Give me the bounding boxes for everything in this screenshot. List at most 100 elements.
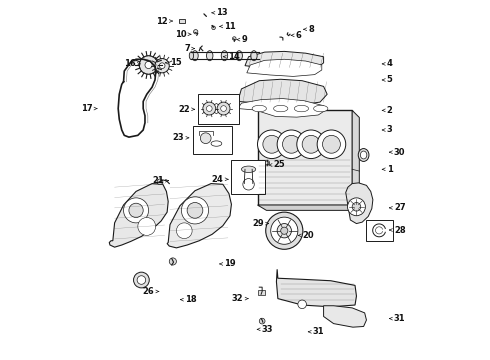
Polygon shape: [238, 99, 325, 117]
Text: 17: 17: [81, 104, 93, 113]
Polygon shape: [109, 184, 168, 247]
Text: 18: 18: [185, 295, 196, 304]
Circle shape: [194, 30, 198, 34]
Circle shape: [347, 198, 366, 216]
Bar: [193, 126, 232, 154]
Circle shape: [139, 56, 158, 74]
Text: 14: 14: [228, 52, 240, 61]
Circle shape: [266, 161, 270, 165]
Text: 33: 33: [262, 325, 273, 334]
Ellipse shape: [189, 52, 194, 60]
Text: 23: 23: [172, 133, 184, 142]
Text: 29: 29: [252, 219, 264, 228]
Text: 2: 2: [387, 106, 392, 115]
Text: 11: 11: [224, 22, 236, 31]
Circle shape: [281, 227, 288, 234]
Text: 26: 26: [143, 287, 154, 296]
Ellipse shape: [242, 166, 256, 172]
Circle shape: [220, 106, 226, 111]
Circle shape: [243, 179, 254, 190]
Text: 4: 4: [387, 59, 392, 68]
Text: 7: 7: [184, 44, 190, 53]
Circle shape: [277, 224, 292, 238]
Text: 25: 25: [273, 161, 285, 170]
Polygon shape: [346, 183, 373, 224]
Text: 9: 9: [242, 35, 247, 44]
Circle shape: [297, 130, 325, 158]
Circle shape: [187, 203, 203, 218]
Text: 28: 28: [394, 225, 406, 234]
Circle shape: [266, 212, 303, 249]
Ellipse shape: [192, 51, 198, 61]
Ellipse shape: [294, 105, 309, 112]
Text: 8: 8: [308, 25, 314, 34]
Text: 31: 31: [313, 327, 324, 336]
Ellipse shape: [221, 51, 228, 61]
Text: 6: 6: [296, 31, 302, 40]
Polygon shape: [247, 59, 322, 76]
Circle shape: [129, 203, 143, 217]
Text: 12: 12: [156, 17, 168, 26]
Text: 27: 27: [394, 203, 406, 212]
Circle shape: [157, 179, 163, 185]
Text: 13: 13: [217, 8, 228, 17]
Circle shape: [217, 102, 230, 115]
Ellipse shape: [360, 151, 367, 159]
Polygon shape: [352, 111, 359, 210]
Circle shape: [270, 217, 298, 244]
Bar: [179, 19, 185, 23]
Polygon shape: [238, 79, 327, 105]
Circle shape: [212, 26, 215, 30]
Circle shape: [134, 272, 149, 288]
Circle shape: [322, 135, 341, 153]
Circle shape: [277, 130, 306, 158]
Circle shape: [123, 198, 148, 223]
Circle shape: [232, 37, 236, 40]
Circle shape: [258, 130, 286, 158]
Ellipse shape: [358, 149, 369, 161]
Polygon shape: [323, 306, 367, 327]
Circle shape: [159, 63, 165, 68]
Circle shape: [298, 300, 306, 309]
Text: 30: 30: [394, 148, 405, 157]
Text: 16: 16: [124, 59, 136, 68]
Ellipse shape: [252, 105, 267, 112]
Circle shape: [176, 223, 192, 239]
Ellipse shape: [211, 141, 222, 146]
Bar: [366, 220, 392, 241]
Polygon shape: [167, 184, 231, 248]
Circle shape: [352, 203, 361, 211]
Text: 20: 20: [303, 231, 315, 240]
Circle shape: [203, 102, 216, 115]
Polygon shape: [258, 111, 352, 205]
Text: 5: 5: [387, 76, 392, 85]
Text: 10: 10: [175, 30, 186, 39]
Ellipse shape: [314, 105, 328, 112]
Bar: [258, 290, 265, 295]
Circle shape: [137, 276, 146, 284]
Circle shape: [302, 135, 320, 153]
Text: 15: 15: [170, 58, 182, 67]
Polygon shape: [245, 51, 323, 70]
Circle shape: [259, 318, 265, 324]
Ellipse shape: [273, 105, 288, 112]
Text: 3: 3: [387, 126, 392, 135]
Polygon shape: [276, 269, 356, 307]
Circle shape: [138, 217, 156, 235]
Text: 24: 24: [212, 175, 223, 184]
Circle shape: [155, 59, 169, 73]
Ellipse shape: [236, 51, 243, 61]
Polygon shape: [258, 205, 359, 210]
Circle shape: [169, 258, 176, 265]
Ellipse shape: [206, 51, 213, 61]
Text: 21: 21: [152, 176, 164, 185]
Circle shape: [200, 133, 211, 144]
Text: 31: 31: [394, 314, 406, 323]
Text: 32: 32: [232, 294, 244, 303]
Circle shape: [206, 106, 212, 111]
Circle shape: [283, 135, 300, 153]
Text: 19: 19: [224, 260, 236, 269]
Text: 1: 1: [387, 165, 392, 174]
Circle shape: [145, 62, 152, 68]
Bar: [198, 94, 239, 123]
